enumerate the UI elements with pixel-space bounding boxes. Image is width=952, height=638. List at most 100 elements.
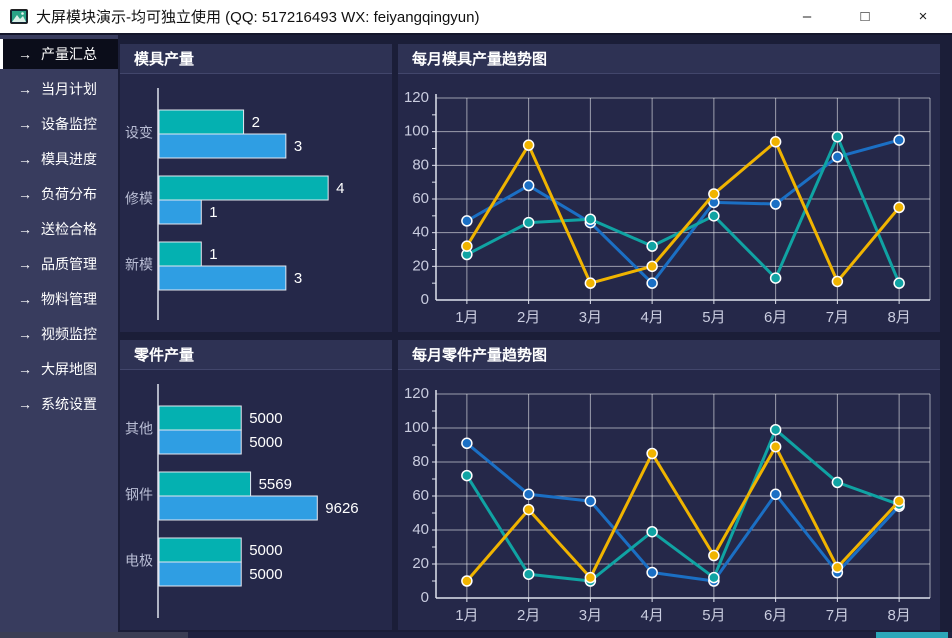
minimize-button[interactable]: – (802, 8, 812, 25)
data-point-blue (461, 437, 473, 450)
data-point-blue (646, 566, 658, 579)
x-tick-label: 3月 (579, 309, 602, 326)
x-tick-label: 8月 (887, 607, 910, 624)
data-point-teal (831, 130, 844, 143)
data-point-teal (769, 272, 782, 284)
bar-value-label: 5569 (259, 476, 292, 493)
bar-blue (158, 561, 242, 587)
bar-blue (158, 429, 242, 455)
sidebar-item-device-monitor[interactable]: → 设备监控 (0, 109, 118, 139)
bar-value-label: 5000 (249, 434, 282, 451)
sidebar-item-label: 负荷分布 (41, 186, 97, 202)
part-trend-chart: 0 20 40 60 80 100 120 1月 2月 3月 4月 5月 6月 7月 8月 (398, 370, 940, 630)
data-point-blue (769, 198, 782, 210)
bar-teal (158, 405, 242, 431)
data-point-yellow (584, 277, 597, 289)
data-point-yellow (522, 139, 535, 151)
arrow-icon: → (18, 361, 32, 377)
y-tick-label: 0 (421, 589, 429, 606)
bar-category-label: 修模 (125, 191, 153, 207)
maximize-button[interactable]: □ (860, 8, 870, 25)
sidebar-item-label: 当月计划 (41, 81, 97, 97)
arrow-icon: → (18, 186, 32, 202)
sidebar-item-bigscreen-map[interactable]: → 大屏地图 (0, 354, 118, 384)
data-point-yellow (461, 575, 473, 587)
data-point-teal (708, 210, 720, 222)
sidebar-item-production-summary[interactable]: → 产量汇总 (0, 39, 118, 69)
bar-value-label: 1 (209, 204, 217, 221)
panel-title: 每月零件产量趋势图 (412, 347, 548, 364)
x-tick-label: 2月 (517, 607, 540, 624)
y-tick-label: 40 (412, 521, 429, 538)
part-output-chart: 5000 5000 其他 5569 9626 钢件 5000 5000 电极 (120, 370, 392, 630)
sidebar-item-label: 视频监控 (41, 326, 97, 342)
arrow-icon: → (18, 81, 32, 97)
panel-header: 每月模具产量趋势图 (398, 44, 940, 74)
x-tick-label: 5月 (702, 607, 725, 624)
sidebar-item-month-plan[interactable]: → 当月计划 (0, 74, 118, 104)
panel-header: 每月零件产量趋势图 (398, 340, 940, 370)
x-tick-label: 2月 (517, 309, 540, 326)
x-tick-label: 6月 (764, 309, 787, 326)
series-line-blue (465, 138, 901, 285)
data-point-teal (646, 525, 658, 538)
panel-part-output: 零件产量 5000 5000 其他 5569 9626 钢件 5000 5000 电极 (120, 340, 392, 630)
y-tick-label: 80 (412, 156, 429, 173)
x-tick-label: 1月 (455, 607, 478, 624)
sidebar-item-quality-management[interactable]: → 品质管理 (0, 249, 118, 279)
data-point-yellow (893, 495, 905, 507)
arrow-icon: → (18, 151, 32, 167)
mold-trend-line-chart: 0 20 40 60 80 100 120 1月 2月 3月 4月 5月 6月 7月 8月 (404, 89, 931, 326)
data-point-teal (461, 469, 473, 482)
bottom-strip (0, 632, 952, 638)
sidebar-item-label: 产量汇总 (41, 46, 97, 62)
window-controls: – □ × (778, 0, 952, 33)
close-button[interactable]: × (918, 8, 928, 25)
data-point-teal (522, 216, 535, 229)
sidebar-item-label: 品质管理 (41, 256, 97, 272)
bar-category-label: 新模 (125, 257, 153, 273)
bar-category-label: 其他 (125, 421, 153, 437)
mold-output-bar-chart: 2 3 设变 4 1 修模 1 3 新模 (125, 88, 344, 320)
sidebar-item-inspection-pass[interactable]: → 送检合格 (0, 214, 118, 244)
sidebar-item-system-settings[interactable]: → 系统设置 (0, 389, 118, 419)
y-tick-label: 20 (412, 257, 429, 274)
panel-title: 模具产量 (134, 51, 195, 68)
bar-value-label: 4 (336, 180, 344, 197)
bar-blue (158, 265, 287, 291)
series-line-blue (465, 441, 901, 583)
y-tick-label: 40 (412, 224, 429, 241)
sidebar-item-material-management[interactable]: → 物料管理 (0, 284, 118, 314)
data-point-yellow (646, 260, 658, 273)
sidebar-item-video-monitor[interactable]: → 视频监控 (0, 319, 118, 349)
x-tick-label: 4月 (640, 607, 663, 624)
bar-teal (158, 471, 252, 497)
sidebar-item-mold-progress[interactable]: → 模具进度 (0, 144, 118, 174)
app-picture-icon (10, 9, 28, 24)
arrow-icon: → (18, 326, 32, 342)
y-tick-label: 60 (412, 190, 429, 207)
data-point-blue (522, 488, 535, 501)
bar-value-label: 5000 (249, 410, 282, 427)
y-tick-label: 80 (412, 453, 429, 470)
data-point-yellow (584, 571, 597, 584)
x-tick-label: 3月 (579, 607, 602, 624)
series-line-yellow (465, 140, 901, 285)
sidebar-item-load-distribution[interactable]: → 负荷分布 (0, 179, 118, 209)
bottom-strip-accent (876, 632, 948, 638)
panel-mold-trend: 每月模具产量趋势图 0 20 40 60 80 100 120 1月 2月 3月 4月 5月 6月 7月 8… (398, 44, 940, 332)
bar-blue (158, 495, 318, 521)
data-point-blue (646, 277, 658, 289)
sidebar-item-label: 模具进度 (41, 151, 97, 167)
bar-category-label: 电极 (125, 553, 153, 569)
data-point-yellow (769, 440, 782, 453)
series-line-teal (465, 428, 901, 583)
bar-teal (158, 241, 202, 267)
bar-value-label: 3 (294, 270, 302, 287)
x-tick-label: 5月 (702, 309, 725, 326)
data-point-teal (522, 568, 535, 580)
sidebar-item-label: 大屏地图 (41, 361, 97, 377)
data-point-yellow (522, 503, 535, 516)
data-point-yellow (708, 549, 720, 562)
data-point-yellow (831, 561, 844, 574)
